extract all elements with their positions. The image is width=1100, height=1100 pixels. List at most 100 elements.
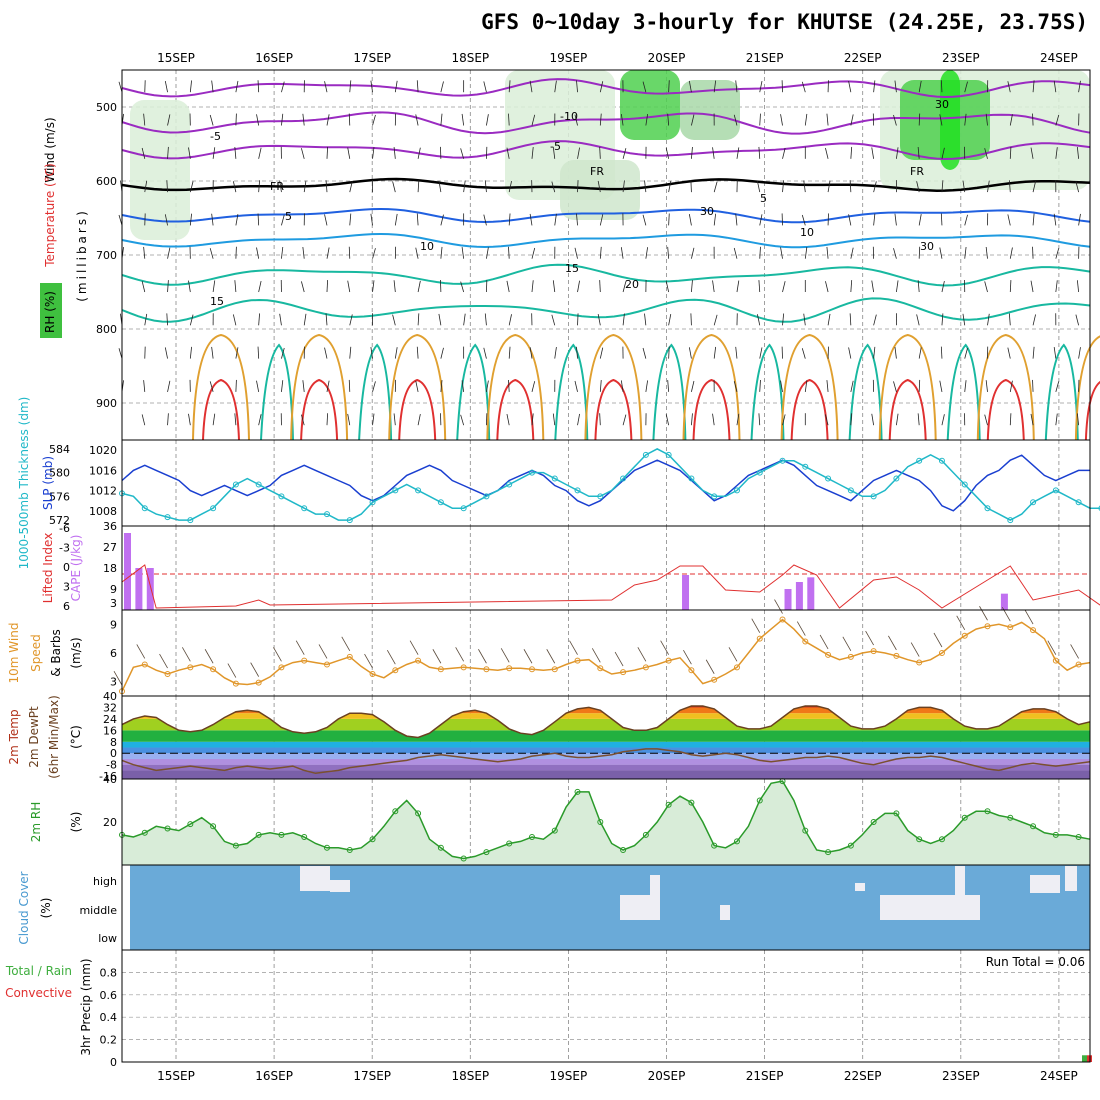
wind-barb <box>279 180 282 193</box>
thickness-series-point <box>688 475 695 482</box>
temp-label-b: 2m DewPt <box>27 706 41 768</box>
wind-barb <box>574 380 578 392</box>
wind-barb <box>235 80 239 93</box>
rh-series-point <box>528 834 535 841</box>
wind-barb <box>415 247 419 259</box>
wind-speed-series-point <box>528 666 535 673</box>
cloud-tick: high <box>93 875 117 888</box>
cloud-label: Cloud Cover <box>17 871 31 944</box>
temp-band <box>122 770 1090 779</box>
wind-barb <box>873 314 877 326</box>
thickness-series-point <box>323 511 330 518</box>
wind-barb <box>896 147 899 159</box>
wind-barb <box>825 281 829 293</box>
wind-barb <box>577 147 580 159</box>
wind-barb <box>691 280 693 293</box>
wind-barb <box>529 213 533 226</box>
wind-barb <box>159 653 168 669</box>
wind-barb <box>1076 280 1080 293</box>
thickness-series-point <box>278 493 285 500</box>
wind-barb <box>258 180 260 193</box>
thickness-series-point <box>1098 505 1100 511</box>
rh-series-point <box>825 849 832 856</box>
wind-barb <box>642 347 647 359</box>
wind-barb <box>508 113 510 126</box>
wind-speed-series-point <box>802 638 809 645</box>
panel-frame-press <box>121 439 1091 527</box>
slp-tick: 1016 <box>89 464 117 477</box>
wind-barb <box>939 114 943 126</box>
wind-barb <box>599 280 601 293</box>
wind-barb <box>232 314 237 326</box>
wind-barb <box>279 313 282 326</box>
wind-barb <box>713 213 717 226</box>
wind-barb <box>348 379 351 392</box>
wind-barb <box>301 414 305 426</box>
rh-label: 2m RH <box>29 802 43 843</box>
temp-contour-30 <box>790 378 829 441</box>
wind-barb <box>235 113 237 126</box>
precip-label: 3hr Precip (mm) <box>79 958 93 1055</box>
contour-label: -5 <box>550 140 561 153</box>
wind-barb <box>622 180 625 193</box>
wind-barb <box>529 80 533 93</box>
wind-barb <box>940 346 943 359</box>
temp-band <box>122 730 1090 742</box>
wind-barb <box>705 659 715 674</box>
wind-barb <box>599 146 601 159</box>
wind-barb <box>460 281 465 293</box>
thickness-series-point <box>1075 499 1082 506</box>
wind-barb <box>979 606 988 621</box>
rh-tick: 20 <box>103 816 117 829</box>
wind-barb <box>941 414 945 426</box>
wind-barb <box>326 413 329 426</box>
wind-barb <box>733 247 738 259</box>
temp-contour-30 <box>1084 381 1100 441</box>
wind-barb <box>842 636 852 652</box>
wind-barb <box>273 647 282 662</box>
wind-barb <box>281 380 284 392</box>
cape-bar <box>795 582 803 610</box>
temp-contour--5 <box>121 111 1091 135</box>
wind-barb <box>893 381 897 393</box>
wind-barb <box>620 247 624 259</box>
wind-barb <box>964 214 968 226</box>
temp-contour-30 <box>594 378 633 441</box>
wind-barb <box>212 280 216 293</box>
rh-series-point <box>141 829 148 836</box>
temp-contour--5b <box>121 140 1091 161</box>
wind-barb <box>1032 379 1034 392</box>
thickness-series-point <box>232 481 239 488</box>
wind-barb <box>758 146 761 159</box>
wind-barb <box>757 314 761 326</box>
wind-barb <box>850 114 854 126</box>
wind-barb <box>483 81 487 93</box>
pressure-tick: 500 <box>96 101 117 114</box>
wind-barb <box>486 380 489 392</box>
wind-barb <box>599 413 601 426</box>
wind-barb <box>415 114 419 126</box>
wind-barb <box>825 147 829 159</box>
wind-barb <box>1024 609 1034 625</box>
li-tick: -3 <box>59 542 70 555</box>
wind-barb <box>962 313 966 326</box>
rh-series-point <box>323 844 330 851</box>
wind-speed-series-point <box>574 657 581 664</box>
contour-label: -5 <box>210 130 221 143</box>
wind-barb <box>531 114 536 126</box>
wind-barb <box>324 347 328 359</box>
wind-barb <box>599 380 602 392</box>
wind-barb <box>531 147 534 159</box>
thickness-series-point <box>870 493 877 500</box>
wind-barb <box>918 113 921 126</box>
contour-label: 15 <box>565 262 579 275</box>
wind-barb <box>440 380 443 392</box>
wind-speed-series-point <box>756 635 763 642</box>
wind-barb <box>712 413 715 426</box>
wind-barb <box>166 313 168 326</box>
wind-barb <box>849 313 852 326</box>
wind-barb <box>1009 413 1012 426</box>
wind-barb <box>873 80 876 93</box>
wind-barb <box>211 213 214 226</box>
date-label-bottom: 17SEP <box>353 1069 391 1083</box>
